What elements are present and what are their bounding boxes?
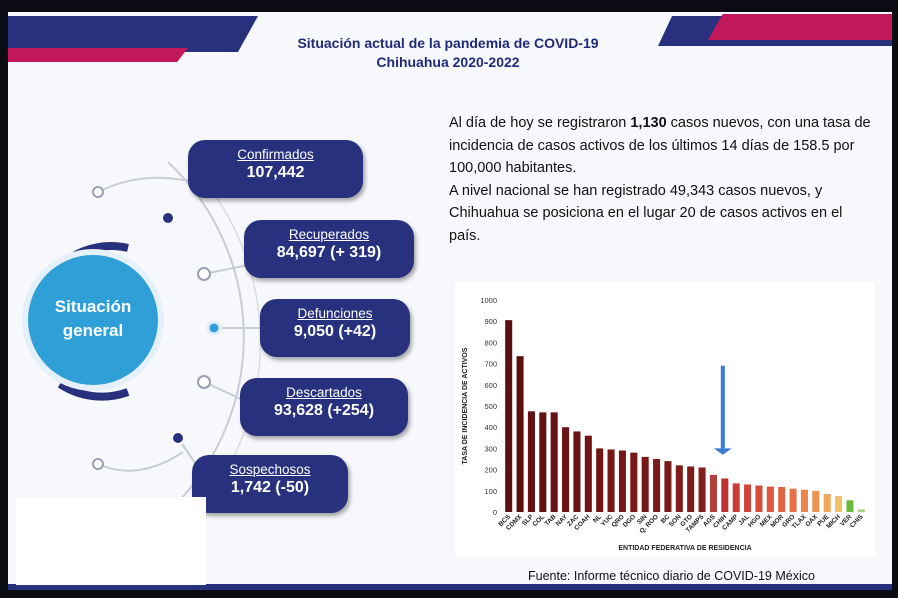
y-tick-label: 400	[484, 423, 497, 432]
x-axis-label: ENTIDAD FEDERATIVA DE RESIDENCIA	[618, 545, 751, 552]
stat-value: 84,697 (+ 319)	[276, 244, 382, 261]
stat-value: 93,628 (+254)	[273, 402, 375, 419]
bar-ver	[846, 500, 854, 512]
bar-bcs	[505, 320, 513, 512]
bar-oax	[812, 490, 820, 512]
x-tick-label: NL	[592, 513, 603, 524]
bar-pue	[823, 493, 831, 512]
stat-label: Recuperados	[288, 227, 370, 242]
y-tick-label: 1000	[480, 296, 497, 305]
bar-slp	[527, 411, 535, 512]
bar-gro	[789, 488, 797, 512]
bar-jal	[744, 484, 752, 512]
arrow-down-icon	[713, 448, 732, 455]
bar-tamps	[698, 467, 706, 512]
slide: Situación actual de la pandemia de COVID…	[8, 12, 892, 590]
bar-qro	[618, 450, 626, 512]
bar-chis	[857, 509, 865, 512]
bar-yuc	[607, 449, 615, 512]
new-cases-count: 1,130	[630, 115, 667, 131]
y-tick-label: 500	[484, 402, 497, 411]
y-axis-label: TASA DE INCIDENCIA DE ACTIVOS	[462, 347, 469, 464]
bar-nay	[562, 427, 570, 512]
source-note: Fuente: Informe técnico diario de COVID-…	[528, 569, 815, 583]
incidence-chart: 1000 900 800 700 600 500 400 300 200 100 0 TASA DE …	[455, 282, 875, 557]
stat-value: 9,050 (+42)	[293, 323, 377, 340]
bar-chih	[721, 478, 729, 512]
bar-col	[539, 412, 547, 512]
situacion-general-label: Situación general	[28, 295, 158, 343]
stat-defunciones: Defunciones 9,050 (+42)	[260, 299, 410, 357]
bar-son	[675, 465, 683, 512]
bar-bc	[664, 461, 672, 512]
connector-dots	[92, 186, 222, 470]
bar-tlax	[800, 489, 808, 512]
y-tick-label: 900	[484, 317, 497, 326]
blank-panel	[16, 497, 206, 585]
bottom-band-navy	[8, 584, 892, 590]
y-tick-label: 0	[493, 508, 497, 517]
bar-nl	[596, 448, 604, 512]
bar-camp	[732, 483, 740, 512]
page-subtitle: Chihuahua 2020-2022	[376, 54, 520, 70]
stat-label: Descartados	[286, 385, 362, 400]
center-line-1: Situación	[54, 297, 132, 316]
summary-text: Al día de hoy se registraron 1,130 casos…	[449, 112, 874, 247]
y-tick-label: 600	[484, 381, 497, 390]
stat-value: 1,742 (-50)	[230, 479, 310, 496]
page-header: Situación actual de la pandemia de COVID…	[238, 34, 658, 72]
situacion-general-circle	[28, 255, 158, 385]
top-band-magenta-left	[8, 48, 188, 62]
bar-dgo	[630, 452, 638, 512]
summary-paragraph-2: A nivel nacional se han registrado 49,34…	[449, 182, 843, 244]
bar-ags	[709, 474, 717, 512]
page-title: Situación actual de la pandemia de COVID…	[297, 35, 599, 51]
bar-mex	[766, 486, 774, 512]
stat-label: Sospechosos	[229, 462, 311, 477]
stat-value: 107,442	[246, 164, 305, 181]
top-band-navy-left	[8, 16, 258, 52]
bar-tab	[550, 412, 558, 512]
stat-sospechosos: Sospechosos 1,742 (-50)	[192, 455, 348, 513]
y-tick-label: 800	[484, 338, 497, 347]
top-band-magenta-right	[708, 14, 892, 40]
bar-qroo	[653, 459, 661, 512]
x-tick-label: CHIS	[849, 513, 865, 529]
bar-zac	[573, 431, 581, 512]
center-line-2: general	[62, 321, 124, 340]
y-tick-label: 200	[484, 466, 497, 475]
y-tick-label: 300	[484, 444, 497, 453]
summary-paragraph-1: Al día de hoy se registraron 1,130 casos…	[449, 115, 871, 176]
bar-sin	[641, 456, 649, 512]
x-tick-label: TAB	[544, 513, 558, 527]
bar-coah	[584, 435, 592, 512]
bar-hgo	[755, 485, 763, 512]
bar-mich	[835, 496, 843, 512]
stat-confirmados: Confirmados 107,442	[188, 140, 363, 198]
bar-mor	[778, 486, 786, 512]
stat-label: Confirmados	[237, 147, 314, 162]
y-tick-label: 700	[484, 360, 497, 369]
stat-label: Defunciones	[297, 306, 373, 321]
y-tick-label: 100	[484, 487, 497, 496]
stat-descartados: Descartados 93,628 (+254)	[240, 378, 408, 436]
bar-gto	[687, 466, 695, 512]
x-tick-label: BC	[660, 513, 672, 525]
stat-recuperados: Recuperados 84,697 (+ 319)	[244, 220, 414, 278]
bar-cdmx	[516, 356, 524, 512]
